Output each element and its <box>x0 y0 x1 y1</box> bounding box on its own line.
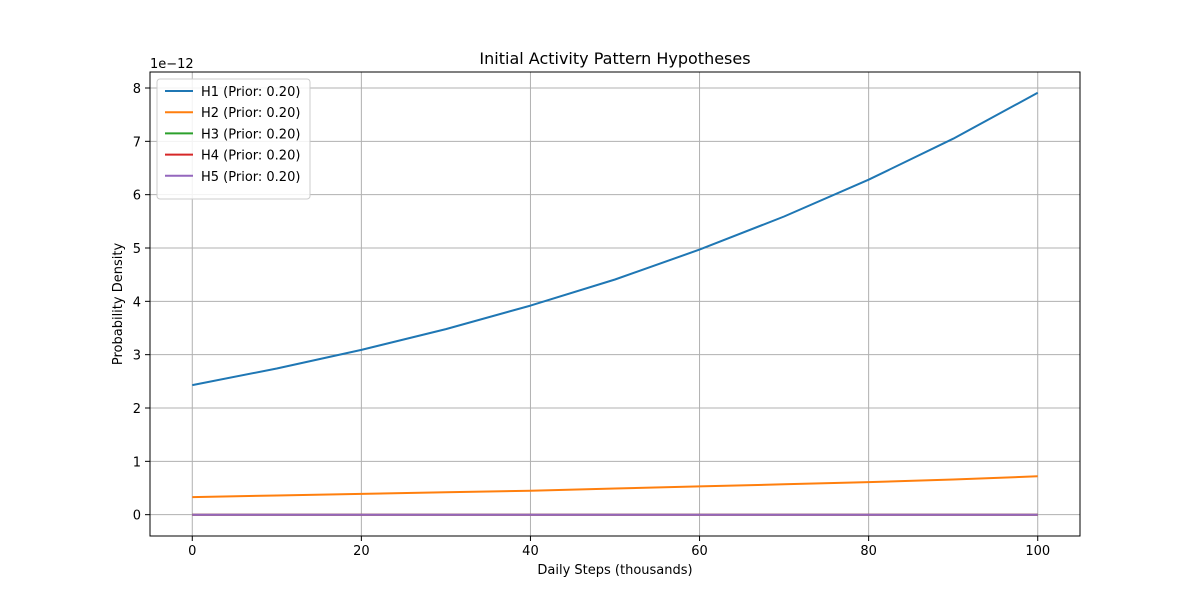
y-axis-label: Probability Density <box>111 243 126 366</box>
legend-entry: H1 (Prior: 0.20) <box>201 85 300 100</box>
y-tick-label: 0 <box>133 509 141 524</box>
x-tick-label: 40 <box>522 544 539 559</box>
series-line-h1 <box>192 91 1039 387</box>
x-tick-label: 80 <box>860 544 877 559</box>
x-tick-label: 0 <box>188 544 196 559</box>
series-line-h2 <box>192 475 1038 499</box>
chart-title: Initial Activity Pattern Hypotheses <box>479 49 750 68</box>
legend: H1 (Prior: 0.20) H2 (Prior: 0.20) H3 (Prio… <box>156 78 311 200</box>
plot-area-frame <box>149 71 1081 537</box>
y-tick-label: 5 <box>133 242 141 257</box>
x-axis-label: Daily Steps (thousands) <box>537 563 692 578</box>
y-tick-label: 8 <box>133 82 141 97</box>
legend-entry: H3 (Prior: 0.20) <box>201 127 300 142</box>
x-tick-label: 100 <box>1025 544 1050 559</box>
y-tick-label: 7 <box>133 135 141 150</box>
y-tick-label: 3 <box>133 349 141 364</box>
x-tick-label: 20 <box>353 544 370 559</box>
legend-entry: H5 (Prior: 0.20) <box>201 170 300 185</box>
legend-box <box>156 78 311 200</box>
y-tick-label: 2 <box>133 402 141 417</box>
y-axis-ticks: 0 1 2 3 4 5 6 7 8 <box>133 82 150 524</box>
y-tick-label: 6 <box>133 189 141 204</box>
grid-lines <box>150 72 1080 536</box>
y-axis-offset-label: 1e−12 <box>150 57 194 72</box>
x-tick-label: 60 <box>691 544 708 559</box>
y-tick-label: 4 <box>133 295 141 310</box>
legend-entry: H4 (Prior: 0.20) <box>201 149 300 164</box>
x-axis-ticks: 0 20 40 60 80 100 <box>188 536 1050 559</box>
series-lines <box>192 91 1039 516</box>
legend-entry: H2 (Prior: 0.20) <box>201 106 300 121</box>
y-tick-label: 1 <box>133 455 141 470</box>
